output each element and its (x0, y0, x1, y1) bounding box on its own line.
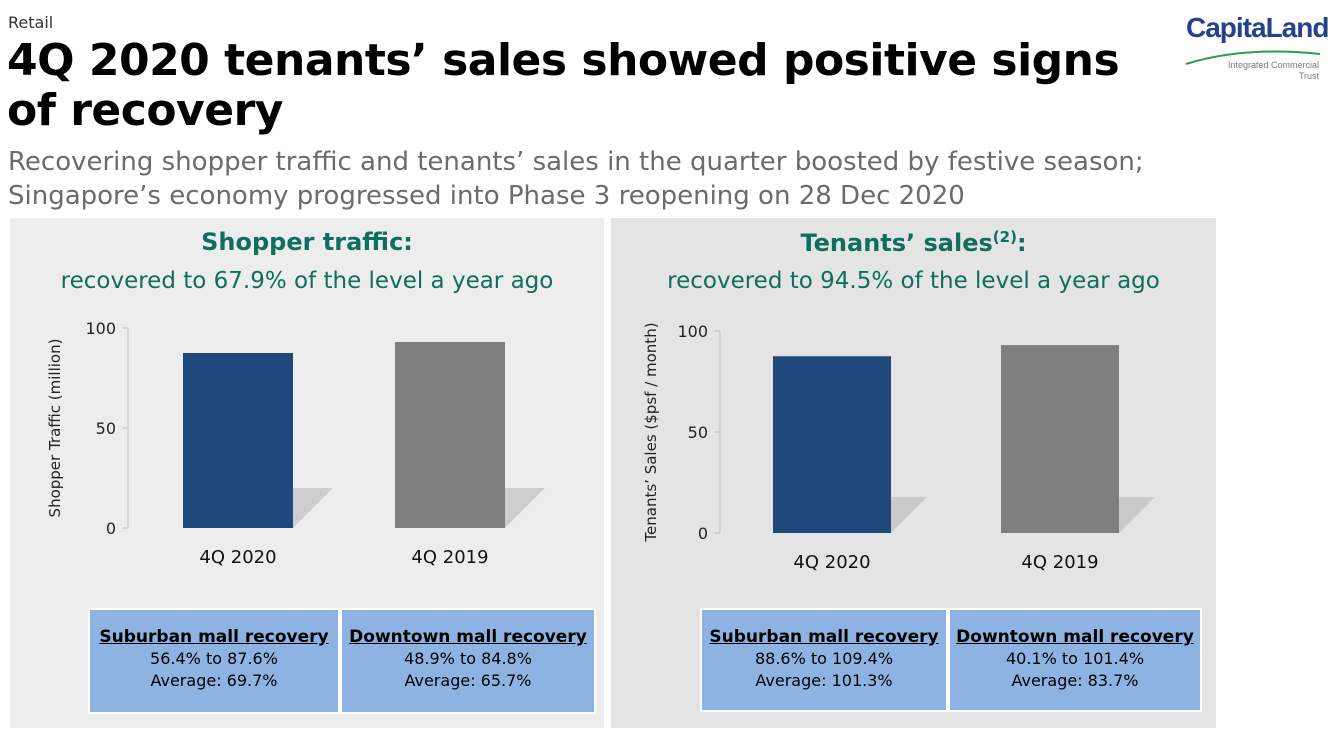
logo-subtitle: Integrated Commercial Trust (1228, 60, 1319, 82)
downtown-box-range: 48.9% to 84.8% (404, 649, 532, 668)
downtown-sales-box-range: 40.1% to 101.4% (1005, 649, 1145, 668)
x-category-label: 4Q 2020 (199, 547, 276, 568)
downtown-box-title: Downtown mall recovery (349, 627, 587, 647)
suburban-box-average: Average: 69.7% (150, 671, 278, 690)
tenants-sales-boxes: Suburban mall recovery 88.6% to 109.4% A… (700, 608, 1202, 712)
x-category-label: 4Q 2019 (1021, 552, 1098, 573)
suburban-box-title: Suburban mall recovery (99, 627, 329, 647)
y-axis-label: Tenants’ Sales ($psf / month) (642, 322, 660, 542)
x-category-label: 4Q 2020 (793, 552, 870, 573)
y-tick-label: 50 (96, 419, 116, 438)
downtown-sales-box-title: Downtown mall recovery (956, 627, 1194, 647)
bar-4q-2020 (773, 356, 891, 533)
y-axis-label: Shopper Traffic (million) (46, 339, 64, 518)
y-tick-label: 0 (698, 524, 708, 543)
logo-swoosh-icon (1185, 50, 1321, 65)
suburban-sales-box-title: Suburban mall recovery (709, 627, 939, 647)
shopper-traffic-panel: Shopper traffic: recovered to 67.9% of t… (10, 218, 604, 728)
suburban-box-range: 56.4% to 87.6% (150, 649, 278, 668)
downtown-sales-box-average: Average: 83.7% (1011, 671, 1139, 690)
shopper-traffic-boxes: Suburban mall recovery 56.4% to 87.6% Av… (88, 608, 596, 714)
bar-4q-2019 (1001, 345, 1119, 533)
bar-4q-2020 (183, 353, 293, 528)
tenants-sales-title: Tenants’ sales(2): (611, 228, 1216, 257)
page-title: 4Q 2020 tenants’ sales showed positive s… (7, 35, 1120, 136)
page-subtitle: Recovering shopper traffic and tenants’ … (8, 147, 1144, 211)
shopper-traffic-title: Shopper traffic: (201, 228, 413, 256)
y-tick-label: 100 (85, 319, 116, 338)
tenants-sales-title-text: Tenants’ sales (800, 229, 993, 257)
capitaland-logo: CapitaLand Integrated Commercial Trust (1180, 8, 1329, 88)
y-tick-label: 0 (106, 519, 116, 538)
logo-subtitle-line2: Trust (1298, 71, 1319, 81)
logo-subtitle-line1: Integrated Commercial (1227, 60, 1319, 70)
section-label: Retail (8, 13, 54, 32)
y-tick-label: 100 (677, 322, 708, 341)
logo-wordmark: CapitaLand (1186, 12, 1329, 43)
suburban-sales-box-average: Average: 101.3% (755, 671, 893, 690)
suburban-sales-box-range: 88.6% to 109.4% (754, 649, 894, 668)
x-category-label: 4Q 2019 (411, 547, 488, 568)
y-tick-label: 50 (688, 423, 708, 442)
tenants-sales-subtitle: recovered to 94.5% of the level a year a… (667, 268, 1160, 294)
tenants-sales-footnote-ref: (2) (992, 228, 1017, 246)
suburban-sales-box: Suburban mall recovery 88.6% to 109.4% A… (700, 608, 948, 712)
tenants-sales-panel: Tenants’ sales(2): recovered to 94.5% of… (611, 218, 1216, 728)
downtown-box-average: Average: 65.7% (404, 671, 532, 690)
suburban-recovery-box: Suburban mall recovery 56.4% to 87.6% Av… (88, 608, 340, 714)
bar-4q-2019 (395, 342, 505, 528)
shopper-traffic-subtitle: recovered to 67.9% of the level a year a… (60, 268, 554, 294)
tenants-sales-chart: 0 50 100 Tenants’ Sales ($psf / month) 4Q 20… (642, 322, 1155, 573)
shopper-traffic-chart: 0 50 100 Shopper Traffic (million) 4Q 2020 4Q… (46, 319, 545, 568)
downtown-recovery-box: Downtown mall recovery 48.9% to 84.8% Av… (340, 608, 596, 714)
tenants-sales-title-colon: : (1016, 229, 1027, 257)
downtown-sales-box: Downtown mall recovery 40.1% to 101.4% A… (948, 608, 1202, 712)
